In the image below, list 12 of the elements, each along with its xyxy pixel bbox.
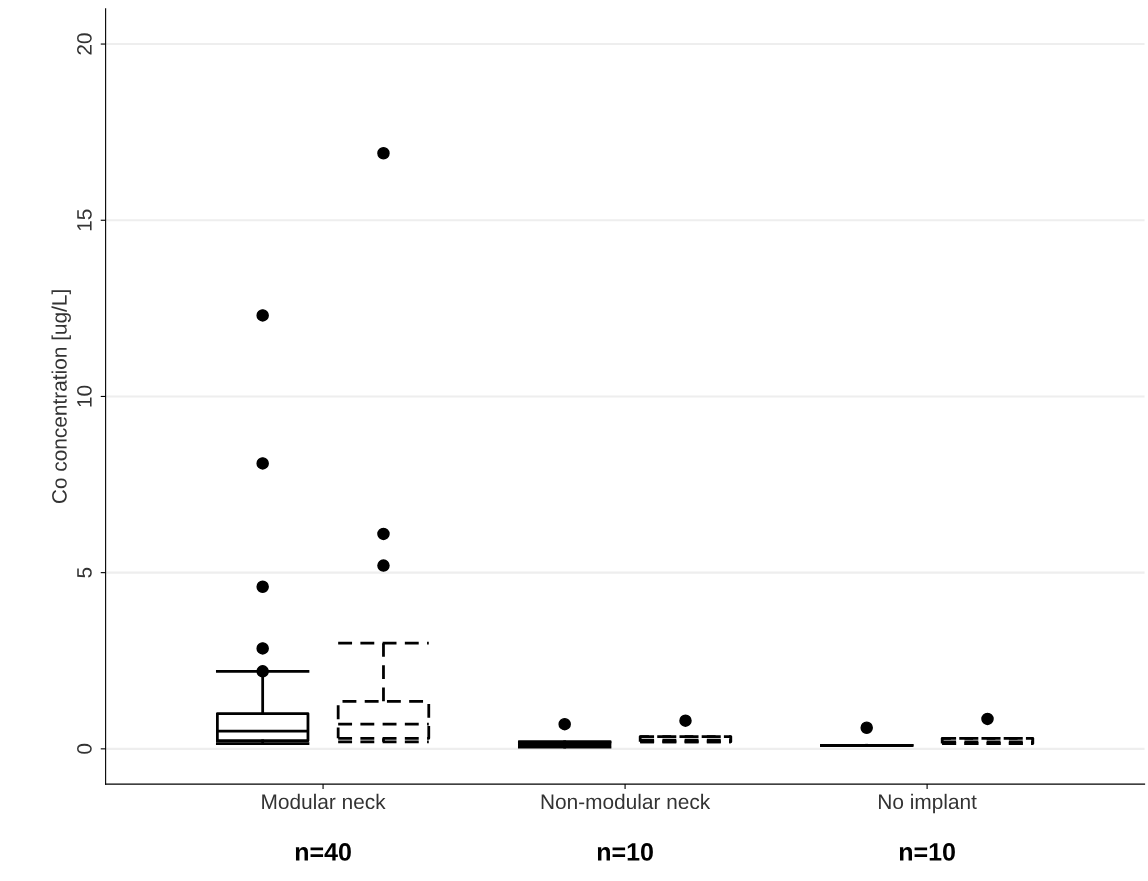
x-tick-label: No implant: [879, 793, 977, 814]
y-tick-label: 20: [77, 33, 92, 55]
y-tick-label: 15: [77, 209, 92, 231]
y-tick-label: 0: [77, 743, 92, 754]
y-tick-label: 5: [77, 567, 92, 578]
x-tick-label: Modular neck: [262, 793, 386, 810]
y-tick-label: 10: [77, 385, 92, 407]
text: n=10: [597, 843, 653, 861]
x-tick-label: Non-modular neck: [541, 793, 711, 810]
text: n=40: [295, 843, 351, 861]
y-axis-title: Co concentration [ug/L]: [51, 290, 71, 504]
text: n=10: [899, 843, 955, 861]
